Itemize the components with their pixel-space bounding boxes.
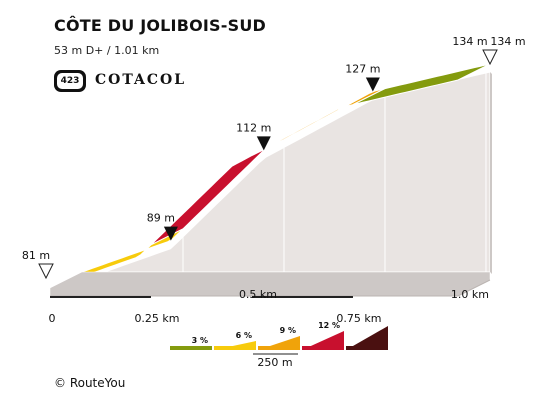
brand-name: COTACOL	[95, 72, 187, 88]
legend-swatch-base	[170, 346, 212, 350]
page-title: CÔTE DU JOLIBOIS-SUD	[54, 16, 267, 35]
profile-back-wall	[49, 71, 491, 289]
legend-swatch-base	[258, 346, 300, 350]
badge-number: 423	[57, 73, 83, 89]
profile-end-cap	[490, 72, 492, 274]
profile-base-edge	[50, 279, 491, 297]
legend-label: 9 %	[280, 326, 296, 335]
copyright: © RouteYou	[54, 376, 126, 390]
elevation-label: 89 m	[147, 212, 175, 225]
elevation-label: 134 m	[452, 35, 487, 48]
legend-swatch-base	[214, 346, 256, 350]
x-tick-label: 0.5 km	[239, 288, 277, 301]
peak-marker	[256, 136, 271, 151]
end-marker	[482, 49, 498, 66]
badge-icon: 423	[54, 70, 86, 92]
legend-label: 3 %	[192, 336, 208, 345]
elevation-label: 127 m	[345, 62, 380, 75]
legend-swatch	[302, 331, 344, 350]
x-tick-label: 1.0 km	[451, 288, 489, 301]
x-tick-label: 0.75 km	[336, 312, 381, 325]
x-tick-label: 0	[49, 312, 56, 325]
legend-swatch-base	[302, 346, 344, 350]
elevation-label-end: 134 m	[490, 35, 525, 48]
legend-swatch	[346, 326, 388, 350]
peak-marker	[163, 226, 178, 241]
legend-label: 6 %	[236, 331, 252, 340]
legend-label: 12 %	[318, 321, 340, 330]
legend-scale-label: 250 m	[257, 356, 292, 369]
elevation-label: 112 m	[236, 121, 271, 134]
climb-stats: 53 m D+ / 1.01 km	[54, 44, 160, 57]
start-marker	[38, 263, 54, 280]
x-tick-label: 0.25 km	[134, 312, 179, 325]
elevation-label: 81 m	[22, 249, 50, 262]
peak-marker	[365, 77, 380, 92]
legend-swatch-base	[346, 346, 388, 350]
